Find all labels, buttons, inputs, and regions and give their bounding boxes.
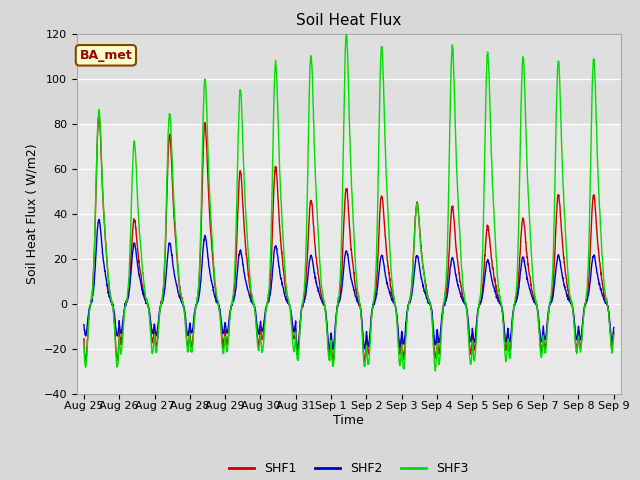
Legend: SHF1, SHF2, SHF3: SHF1, SHF2, SHF3 — [224, 457, 474, 480]
Bar — [77, 34, 621, 123]
X-axis label: Time: Time — [333, 414, 364, 427]
Y-axis label: Soil Heat Flux ( W/m2): Soil Heat Flux ( W/m2) — [25, 144, 38, 284]
Title: Soil Heat Flux: Soil Heat Flux — [296, 13, 401, 28]
Text: BA_met: BA_met — [79, 49, 132, 62]
